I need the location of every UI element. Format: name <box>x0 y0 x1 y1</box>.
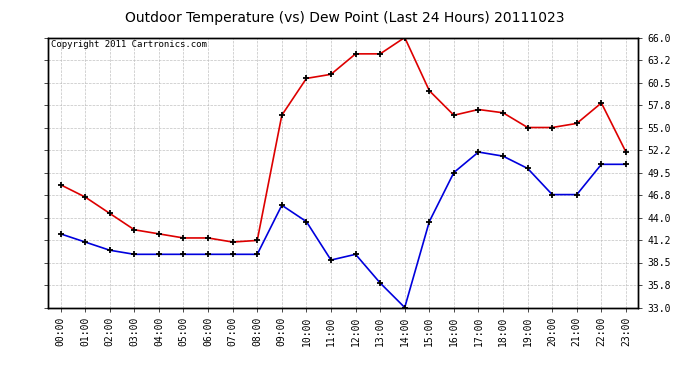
Text: Copyright 2011 Cartronics.com: Copyright 2011 Cartronics.com <box>51 40 207 49</box>
Text: Outdoor Temperature (vs) Dew Point (Last 24 Hours) 20111023: Outdoor Temperature (vs) Dew Point (Last… <box>126 11 564 25</box>
